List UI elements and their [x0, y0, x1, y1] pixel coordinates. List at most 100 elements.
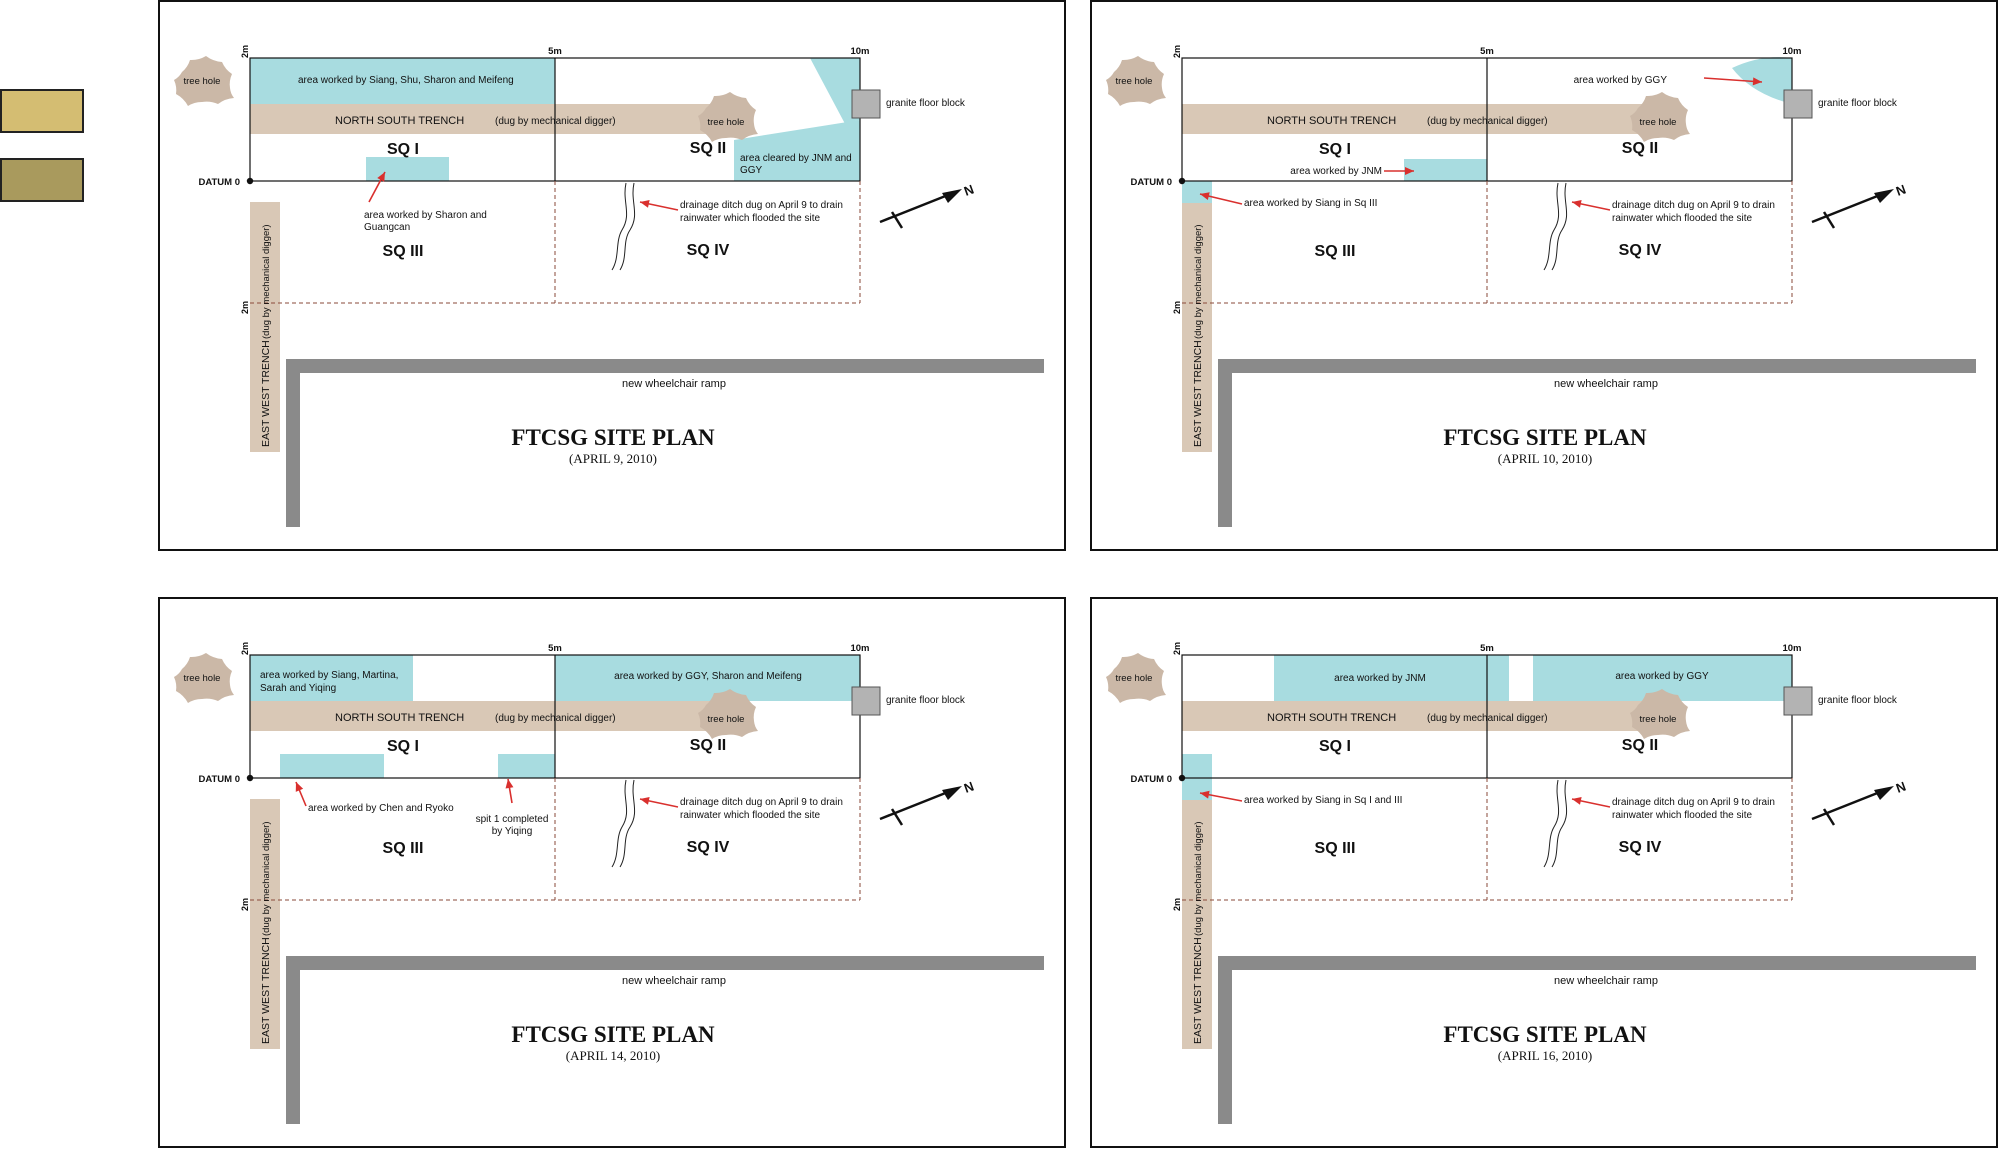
north-label: N [1894, 779, 1908, 796]
north-arrow-shaft [1811, 790, 1881, 821]
wheelchair-ramp-label: new wheelchair ramp [1554, 378, 1658, 390]
worked-area-note: area worked by Chen and Ryoko [308, 803, 454, 814]
wheelchair-ramp-horizontal [1218, 956, 1976, 970]
drainage-ditch [1543, 779, 1560, 868]
arrowhead-icon [1752, 77, 1762, 86]
north-arrow-crossbar [1822, 808, 1836, 826]
worked-area [1274, 655, 1487, 701]
square-label-sq4: SQ IV [687, 242, 730, 259]
worked-area [1404, 159, 1487, 181]
north-south-trench-label: NORTH SOUTH TRENCH [335, 712, 464, 724]
site-plan-drawing: granite floor block DATUM 0 2m 5m 10m 2m NORTH… [1106, 45, 1976, 527]
arrowhead-icon [1572, 796, 1582, 805]
granite-floor-block [851, 89, 881, 119]
worked-area [498, 754, 555, 778]
legend-swatch-light [0, 89, 84, 133]
tree-hole-sq2 [1630, 92, 1690, 142]
east-west-trench-note: (dug by mechanical digger) [1193, 821, 1204, 936]
ditch-note-line2: rainwater which flooded the site [1612, 213, 1753, 224]
square-label-sq1: SQ I [387, 738, 419, 755]
site-plan-title: FTCSG SITE PLAN [511, 425, 715, 450]
scale-label: 2m [1172, 898, 1182, 911]
tree-hole-label: tree hole [184, 76, 221, 87]
site-plan-april-10: granite floor block DATUM 0 2m 5m 10m 2m NORTH… [1090, 0, 1998, 551]
north-arrow-shaft [879, 193, 949, 224]
datum-label: DATUM 0 [198, 177, 240, 188]
worked-area [280, 754, 384, 778]
north-label: N [962, 182, 976, 199]
site-plan-title: FTCSG SITE PLAN [1443, 425, 1647, 450]
scale-label: 10m [1782, 46, 1801, 57]
north-south-trench [1182, 701, 1652, 731]
north-arrow-head-icon [1874, 786, 1894, 800]
worked-area [250, 58, 555, 104]
arrowhead-icon [640, 796, 650, 805]
north-arrow-crossbar [890, 211, 904, 229]
site-plan-date: (APRIL 16, 2010) [1498, 1048, 1593, 1063]
arrowhead-icon [640, 199, 650, 208]
worked-area [1732, 57, 1792, 104]
worked-area-note: Sarah and Yiqing [260, 683, 336, 694]
north-south-trench-note: (dug by mechanical digger) [495, 713, 616, 724]
site-plan-drawing: granite floor block DATUM 0 2m 5m 10m 2m NORTH… [174, 642, 1044, 1124]
granite-label: granite floor block [1818, 695, 1898, 706]
drainage-ditch [1551, 779, 1568, 868]
square-label-sq4: SQ IV [1619, 839, 1662, 856]
wheelchair-ramp-label: new wheelchair ramp [1554, 975, 1658, 987]
tree-hole-sq2 [698, 92, 758, 142]
arrowhead-icon [1405, 167, 1414, 175]
tree-hole-left [1106, 653, 1166, 703]
site-plan-date: (APRIL 10, 2010) [1498, 451, 1593, 466]
worked-area-note: area worked by JNM [1290, 166, 1382, 177]
worked-area [734, 120, 860, 181]
granite-label: granite floor block [1818, 98, 1898, 109]
square-label-sq1: SQ I [1319, 738, 1351, 755]
north-south-trench-note: (dug by mechanical digger) [1427, 116, 1548, 127]
scale-label: 5m [548, 46, 562, 57]
drainage-ditch [1543, 182, 1560, 271]
tree-hole-label: tree hole [708, 714, 745, 725]
north-arrow-shaft [1811, 193, 1881, 224]
scale-label: 2m [240, 642, 250, 655]
drainage-ditch [611, 779, 628, 868]
site-plan-drawing: granite floor block DATUM 0 2m 5m 10m 2m NORTH… [174, 45, 1044, 527]
site-plan-april-9: granite floor block DATUM 0 2m 5m 10m 2m NORTH… [158, 0, 1066, 551]
site-plan-drawing: granite floor block DATUM 0 2m 5m 10m 2m NORTH… [1106, 642, 1976, 1124]
datum-point [246, 774, 254, 782]
east-west-trench-label: EAST WEST TRENCH [260, 937, 272, 1044]
north-south-trench-label: NORTH SOUTH TRENCH [1267, 115, 1396, 127]
worked-area-note: area cleared by JNM and [740, 153, 852, 164]
wheelchair-ramp-label: new wheelchair ramp [622, 975, 726, 987]
datum-point [246, 177, 254, 185]
worked-area-note: area worked by Siang in Sq I and III [1244, 795, 1402, 806]
worked-area-note: area worked by Siang in Sq III [1244, 198, 1377, 209]
worked-area-note: area worked by Siang, Shu, Sharon and Me… [298, 75, 514, 86]
granite-floor-block [1783, 89, 1813, 119]
tree-hole-label: tree hole [708, 117, 745, 128]
granite-floor-block [851, 686, 881, 716]
drainage-ditch [619, 779, 636, 868]
arrowhead-icon [1572, 199, 1582, 208]
ditch-note-line2: rainwater which flooded the site [680, 810, 821, 821]
square-label-sq1: SQ I [387, 141, 419, 158]
scale-label: 2m [240, 45, 250, 58]
scale-label: 2m [1172, 642, 1182, 655]
worked-area-note: GGY [740, 165, 763, 176]
drainage-ditch [619, 182, 636, 271]
worked-area-note: area worked by JNM [1334, 673, 1426, 684]
ditch-note-line1: drainage ditch dug on April 9 to drain [680, 797, 843, 808]
north-label: N [962, 779, 976, 796]
wheelchair-ramp-vertical [286, 956, 300, 1124]
site-plan-date: (APRIL 14, 2010) [566, 1048, 661, 1063]
north-south-trench-label: NORTH SOUTH TRENCH [1267, 712, 1396, 724]
tree-hole-left [174, 56, 234, 106]
square-label-sq3: SQ III [383, 243, 424, 260]
wheelchair-ramp-horizontal [286, 359, 1044, 373]
wheelchair-ramp-label: new wheelchair ramp [622, 378, 726, 390]
worked-area-note: by Yiqing [492, 826, 533, 837]
north-arrow-head-icon [942, 786, 962, 800]
north-south-trench-note: (dug by mechanical digger) [495, 116, 616, 127]
north-arrow-shaft [879, 790, 949, 821]
site-plan-date: (APRIL 9, 2010) [569, 451, 657, 466]
worked-area-note: area worked by GGY, Sharon and Meifeng [614, 671, 802, 682]
